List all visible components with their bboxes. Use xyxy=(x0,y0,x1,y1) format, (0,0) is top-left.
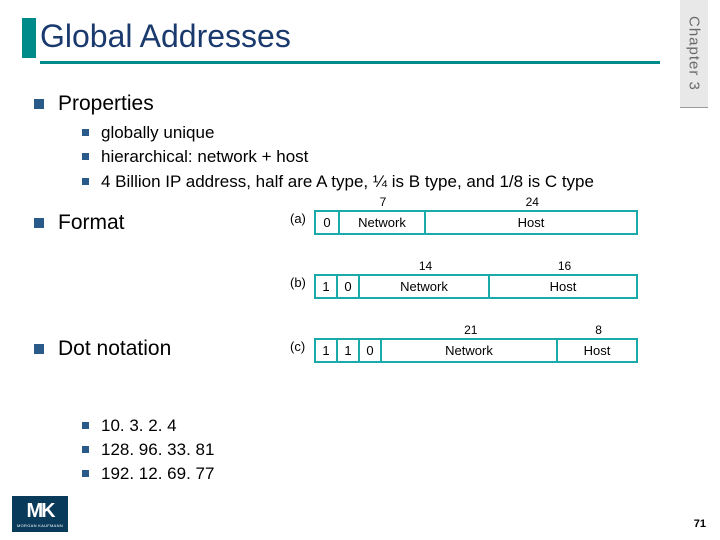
bit-width-value: 16 xyxy=(492,259,638,273)
section-properties: Properties xyxy=(34,92,700,116)
bit-width-labels: 724 xyxy=(314,195,638,209)
address-fields-row: 10NetworkHost xyxy=(314,274,638,299)
section-label: Dot notation xyxy=(58,337,171,361)
ip-class-diagram: (c)218110NetworkHost xyxy=(314,323,638,363)
bullet-icon xyxy=(82,178,89,185)
list-item: globally unique xyxy=(82,122,700,143)
section-label: Properties xyxy=(58,92,154,116)
title-bar: Global Addresses xyxy=(40,18,660,64)
dot-notation-list: 10. 3. 2. 4 128. 96. 33. 81 192. 12. 69.… xyxy=(82,415,700,485)
address-field: 0 xyxy=(360,340,382,361)
list-item-text: hierarchical: network + host xyxy=(101,146,308,167)
bullet-icon xyxy=(82,129,89,136)
address-fields-row: 0NetworkHost xyxy=(314,210,638,235)
address-field: 0 xyxy=(316,212,340,233)
address-field: Network xyxy=(382,340,558,361)
format-row: Format Dot notation (a)7240NetworkHost(b… xyxy=(34,195,700,405)
bit-width-value xyxy=(315,195,339,209)
bullet-icon xyxy=(82,422,89,429)
bullet-icon xyxy=(34,218,44,228)
address-field: 0 xyxy=(338,276,360,297)
list-item-text: globally unique xyxy=(101,122,214,143)
diagram-tag: (a) xyxy=(290,211,306,226)
bit-width-value: 8 xyxy=(560,323,638,337)
logo-main: MK xyxy=(26,500,53,523)
address-field: 1 xyxy=(316,276,338,297)
publisher-logo: MK MORGAN KAUFMANN xyxy=(12,496,68,532)
address-field: Network xyxy=(340,212,426,233)
bit-width-value xyxy=(337,323,359,337)
bit-width-value: 7 xyxy=(340,195,426,209)
logo-sub: MORGAN KAUFMANN xyxy=(17,523,63,528)
bullet-icon xyxy=(82,153,89,160)
page-number: 71 xyxy=(694,518,706,530)
diagram-tag: (c) xyxy=(290,339,305,354)
address-field: Host xyxy=(558,340,636,361)
bit-width-value xyxy=(315,259,337,273)
list-item-text: 192. 12. 69. 77 xyxy=(101,463,214,484)
address-field: Network xyxy=(360,276,490,297)
slide-title: Global Addresses xyxy=(40,18,660,55)
section-label: Format xyxy=(58,211,125,235)
list-item-text: 4 Billion IP address, half are A type, ¼… xyxy=(101,171,594,192)
address-field: 1 xyxy=(338,340,360,361)
bit-width-value xyxy=(314,323,336,337)
bullet-icon xyxy=(34,99,44,109)
address-fields-row: 110NetworkHost xyxy=(314,338,638,363)
title-accent-bar xyxy=(22,18,36,58)
list-item-text: 128. 96. 33. 81 xyxy=(101,439,214,460)
bit-width-labels: 1416 xyxy=(314,259,638,273)
ip-class-diagram: (a)7240NetworkHost xyxy=(314,195,638,235)
list-item: 192. 12. 69. 77 xyxy=(82,463,700,484)
bit-width-value: 24 xyxy=(427,195,637,209)
bit-width-value xyxy=(338,259,360,273)
section-dot-notation: Dot notation xyxy=(34,337,171,361)
list-item: hierarchical: network + host xyxy=(82,146,700,167)
address-field: Host xyxy=(490,276,636,297)
slide: Global Addresses Chapter 3 Properties gl… xyxy=(0,0,720,540)
list-item: 10. 3. 2. 4 xyxy=(82,415,700,436)
properties-list: globally unique hierarchical: network + … xyxy=(82,122,700,192)
bullet-icon xyxy=(34,344,44,354)
bullet-icon xyxy=(82,470,89,477)
bit-width-value xyxy=(360,323,382,337)
address-field: Host xyxy=(426,212,636,233)
list-item: 128. 96. 33. 81 xyxy=(82,439,700,460)
section-format: Format xyxy=(34,211,125,235)
bit-width-value: 21 xyxy=(383,323,559,337)
diagram-tag: (b) xyxy=(290,275,306,290)
bullet-icon xyxy=(82,446,89,453)
bit-width-value: 14 xyxy=(361,259,491,273)
address-field: 1 xyxy=(316,340,338,361)
list-item-text: 10. 3. 2. 4 xyxy=(101,415,177,436)
content-area: Properties globally unique hierarchical:… xyxy=(34,80,700,488)
ip-class-diagrams: (a)7240NetworkHost(b)141610NetworkHost(c… xyxy=(314,195,638,387)
ip-class-diagram: (b)141610NetworkHost xyxy=(314,259,638,299)
bit-width-labels: 218 xyxy=(314,323,638,337)
list-item: 4 Billion IP address, half are A type, ¼… xyxy=(82,171,700,192)
